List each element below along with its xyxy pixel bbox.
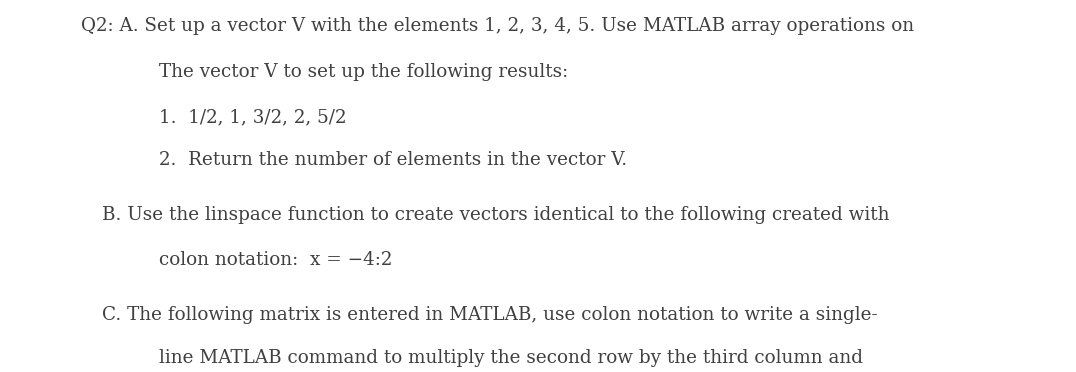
- Text: Q2: A. Set up a vector V with the elements 1, 2, 3, 4, 5. Use MATLAB array opera: Q2: A. Set up a vector V with the elemen…: [81, 17, 914, 35]
- Text: The vector V to set up the following results:: The vector V to set up the following res…: [159, 63, 568, 81]
- Text: line MATLAB command to multiply the second row by the third column and: line MATLAB command to multiply the seco…: [159, 349, 863, 366]
- Text: C. The following matrix is entered in MATLAB, use colon notation to write a sing: C. The following matrix is entered in MA…: [102, 306, 878, 324]
- Text: 2.  Return the number of elements in the vector V.: 2. Return the number of elements in the …: [159, 151, 627, 169]
- Text: 1.  1/2, 1, 3/2, 2, 5/2: 1. 1/2, 1, 3/2, 2, 5/2: [159, 108, 346, 126]
- Text: B. Use the linspace function to create vectors identical to the following create: B. Use the linspace function to create v…: [102, 206, 890, 224]
- Text: colon notation:  x = −4:2: colon notation: x = −4:2: [159, 251, 393, 269]
